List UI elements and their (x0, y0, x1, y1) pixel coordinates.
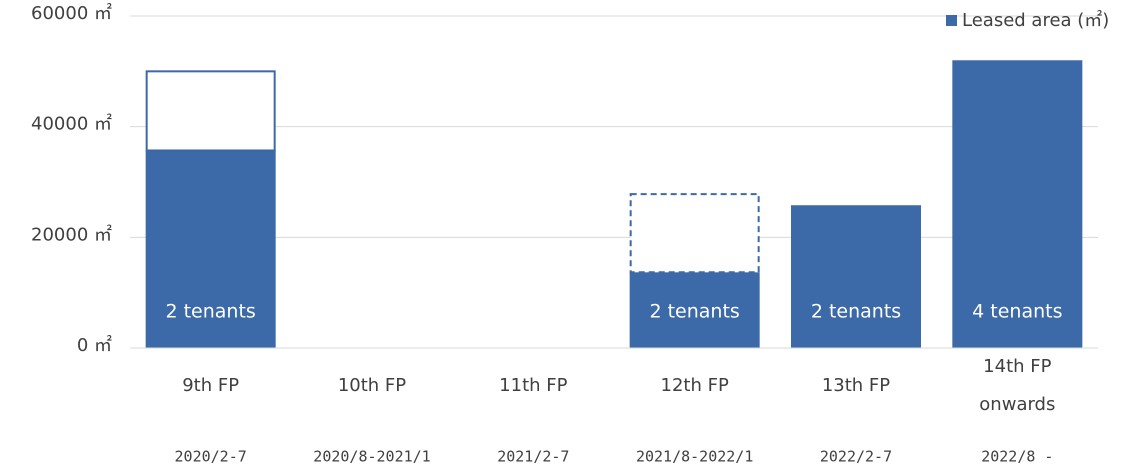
y-tick-label: 60000 ㎡ (31, 2, 112, 24)
period-label: 2021/2-7 (497, 448, 569, 466)
period-label: 2020/8-2021/1 (313, 448, 430, 466)
period-label: 2020/2-7 (175, 448, 247, 466)
bar (952, 60, 1083, 349)
x-tick-label: 13th FP (822, 375, 890, 396)
x-tick-label: 9th FP (182, 375, 239, 396)
period-label: 2021/8-2022/1 (636, 448, 753, 466)
y-tick-label: 0 ㎡ (77, 334, 112, 356)
bar-label: 2 tenants (165, 301, 255, 323)
y-tick-label: 40000 ㎡ (31, 113, 112, 135)
bar-label: 2 tenants (811, 301, 901, 323)
bar-label: 4 tenants (972, 301, 1062, 323)
legend-swatch (946, 15, 957, 26)
y-tick-label: 20000 ㎡ (31, 223, 112, 245)
x-tick-label: 14th FP onwards (979, 356, 1055, 415)
bar-outline (629, 193, 760, 274)
x-tick-label: 11th FP (499, 375, 567, 396)
x-tick-label: 12th FP (661, 375, 729, 396)
bar (145, 150, 276, 348)
legend-label: Leased area (㎡) (962, 9, 1109, 31)
bar-outline (145, 70, 276, 152)
period-label: 2022/2-7 (820, 448, 892, 466)
bar-label: 2 tenants (649, 301, 739, 323)
x-tick-label: 10th FP (338, 375, 406, 396)
bar (629, 272, 760, 348)
bar (791, 205, 921, 348)
period-label: 2022/8 - (981, 448, 1053, 466)
